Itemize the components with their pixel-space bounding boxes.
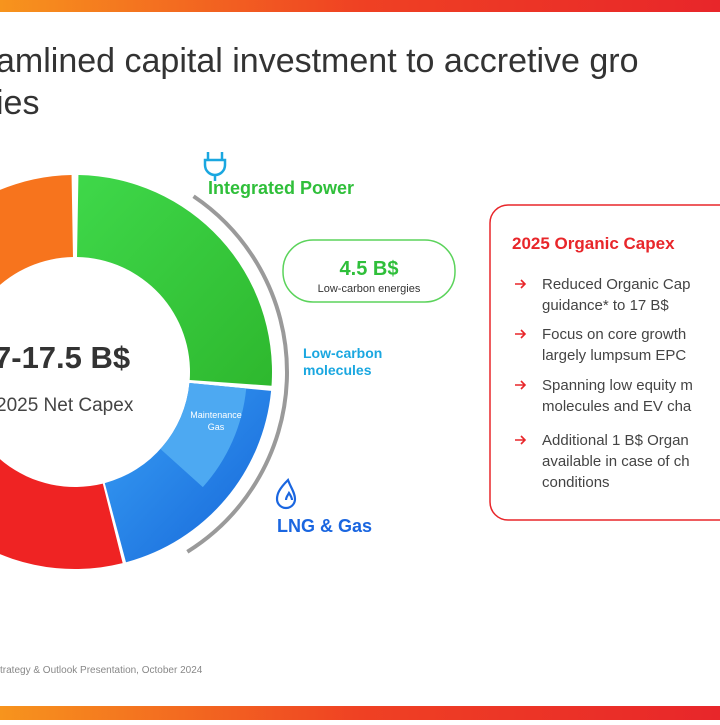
outer-arc [186, 194, 289, 554]
segment-label: Gas [208, 422, 225, 432]
bullet-text: guidance* to 17 B$ [542, 297, 669, 314]
bullet-text: Spanning low equity m [542, 377, 693, 394]
segment-integrated-power [77, 175, 273, 386]
callout-value: 4.5 B$ [340, 258, 399, 280]
segment-label: Low-carbon [303, 345, 382, 361]
center-label: 2025 Net Capex [0, 395, 134, 416]
bottom-band [0, 706, 720, 720]
bullet-text: Additional 1 B$ Organ [542, 432, 689, 449]
segment-red [0, 459, 123, 569]
bullet-arrow [515, 435, 527, 445]
callout-label: Low-carbon energies [318, 283, 421, 295]
bullet-list: Reduced Organic Cap guidance* to 17 B$ Foc… [515, 276, 693, 491]
flame-icon [275, 478, 297, 510]
bullet-text: conditions [542, 474, 610, 491]
top-band [0, 0, 720, 12]
segment-label: molecules [303, 362, 372, 378]
bullet-text: largely lumpsum EPC [542, 347, 686, 364]
callout-pill [282, 239, 456, 303]
bullet-arrow [515, 279, 527, 289]
segment-label: Integrated Power [208, 178, 354, 198]
segment-label: Maintenance [190, 410, 242, 420]
capex-box [489, 204, 720, 521]
segment-label: LNG & Gas [277, 516, 372, 536]
center-value: 7-17.5 B$ [0, 340, 130, 375]
bullet-arrow [515, 380, 527, 390]
bullet-arrow [515, 329, 527, 339]
segment-maintenance-gas [160, 383, 247, 488]
bullet-text: Focus on core growth [542, 326, 686, 343]
title: amlined capital investment to accretive … [0, 42, 639, 80]
title: ies [0, 84, 39, 122]
box-title: 2025 Organic Capex [512, 234, 675, 253]
segment-orange [0, 175, 73, 285]
donut [0, 175, 289, 569]
plug-icon [203, 152, 227, 181]
bullet-text: Reduced Organic Cap [542, 276, 690, 293]
bullet-text: molecules and EV cha [542, 398, 692, 415]
bullet-text: available in case of ch [542, 453, 690, 470]
footer: trategy & Outlook Presentation, October … [0, 665, 203, 676]
